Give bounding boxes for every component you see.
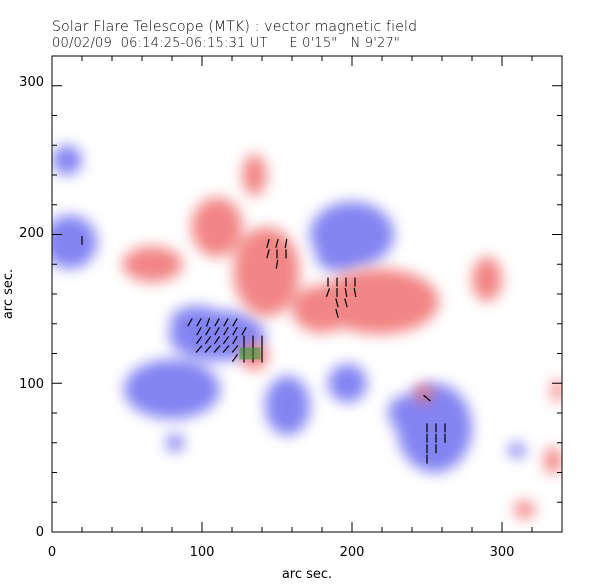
field-vector [187, 318, 193, 327]
field-vector [222, 336, 230, 345]
y-axis-label: arc sec. [1, 269, 16, 319]
negative-polarity-region [328, 363, 367, 403]
field-vector [204, 345, 212, 353]
field-vector [213, 336, 221, 345]
y-tick-label: 0 [36, 525, 44, 540]
positive-polarity-region [191, 197, 243, 257]
field-vector [266, 249, 270, 259]
field-vector [275, 259, 279, 269]
negative-polarity-region [388, 395, 424, 431]
field-vector [344, 298, 348, 308]
field-vector [214, 318, 220, 327]
field-vector [223, 318, 229, 327]
x-tick-labels: 0 100 200 300 [48, 545, 515, 560]
field-vector [232, 318, 238, 327]
positive-polarity-region [472, 256, 502, 302]
vector-layer [81, 235, 446, 464]
field-vector [196, 318, 202, 327]
negative-polarity-region [52, 145, 82, 175]
positive-polarity-region [242, 154, 267, 196]
y-tick-label: 300 [19, 75, 44, 90]
negative-polarity-layer [52, 145, 526, 473]
field-vector [195, 345, 203, 353]
positive-polarity-region [514, 500, 535, 519]
y-tick-label: 100 [19, 377, 44, 392]
positive-polarity-region [233, 227, 300, 317]
x-tick-label: 300 [490, 545, 515, 560]
field-vector [232, 326, 238, 336]
field-vector [205, 317, 211, 327]
field-vector [231, 345, 239, 353]
field-vector [214, 326, 220, 336]
field-vector [335, 298, 339, 308]
x-tick-label: 200 [340, 545, 365, 560]
field-vector [222, 345, 230, 353]
field-vector [325, 288, 331, 297]
field-vector [204, 336, 212, 345]
x-tick-label: 100 [190, 545, 215, 560]
field-vector [423, 394, 431, 402]
negative-polarity-region [508, 442, 526, 458]
chart-subtitle: 00/02/09 06:14:25-06:15:31 UT E 0'15" N … [52, 36, 401, 51]
negative-polarity-region [52, 215, 97, 269]
x-axis-label: arc sec. [282, 567, 332, 582]
positive-polarity-region [415, 384, 433, 403]
negative-polarity-region [316, 241, 364, 272]
field-vector [231, 353, 239, 362]
field-vector [205, 326, 211, 336]
axis-ticks [51, 55, 563, 533]
highlight-patch [239, 347, 261, 360]
field-vector [275, 238, 279, 248]
field-vector [223, 326, 229, 336]
field-vector [353, 287, 357, 298]
field-vector [335, 308, 339, 318]
y-tick-label: 200 [19, 226, 44, 241]
positive-polarity-region [551, 378, 562, 403]
field-vector [195, 336, 203, 345]
positive-polarity-layer [122, 154, 562, 519]
positive-polarity-region [544, 447, 562, 474]
positive-polarity-region [122, 246, 183, 283]
x-tick-label: 0 [48, 545, 56, 560]
field-vector [213, 345, 221, 353]
title-block: Solar Flare Telescope (MTK) : vector mag… [52, 18, 572, 52]
field-vector [241, 326, 247, 336]
negative-polarity-region [124, 359, 220, 419]
field-vector [266, 238, 270, 248]
plot-area [52, 56, 562, 532]
negative-polarity-region [265, 375, 310, 436]
field-vector [344, 287, 348, 298]
negative-polarity-region [166, 433, 184, 452]
negative-polarity-region [170, 305, 225, 336]
y-tick-labels: 0 100 200 300 [19, 75, 44, 540]
positive-polarity-region [292, 285, 352, 333]
field-vector [232, 335, 238, 345]
chart-title: Solar Flare Telescope (MTK) : vector mag… [52, 19, 418, 35]
field-vector [196, 326, 202, 336]
field-vector [284, 238, 288, 248]
